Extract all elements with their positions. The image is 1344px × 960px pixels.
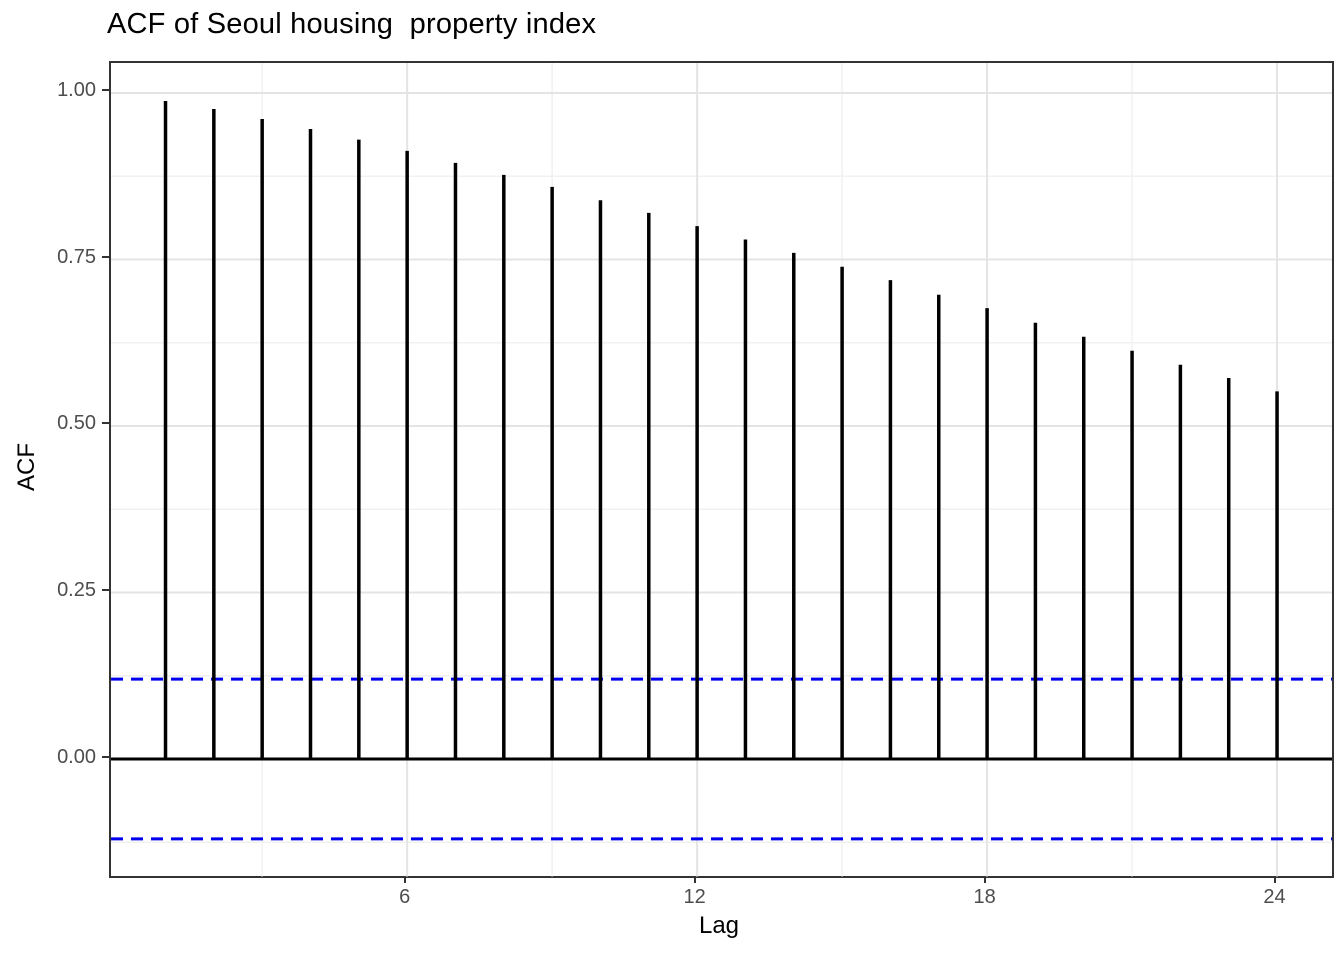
x-tick-label: 12	[683, 886, 706, 908]
y-tick-label: 1.00	[57, 79, 96, 102]
x-tick-mark	[1273, 876, 1276, 883]
x-tick-label: 6	[399, 886, 411, 908]
y-tick-mark	[101, 255, 109, 258]
x-axis-title: Lag	[698, 912, 740, 939]
y-tick-label: 0.00	[57, 745, 96, 768]
y-axis-title: ACF	[13, 443, 40, 491]
y-tick-mark	[101, 89, 109, 92]
x-tick-label: 24	[1263, 886, 1286, 908]
y-tick-label: 0.25	[57, 579, 96, 601]
y-tick-label: 0.75	[57, 245, 96, 268]
x-tick-label: 18	[973, 886, 996, 908]
y-tick-mark	[101, 422, 109, 425]
y-tick-label: 0.50	[57, 412, 96, 435]
x-tick-mark	[403, 876, 406, 883]
chart-title: ACF of Seoul housing property index	[107, 8, 597, 40]
chart-canvas	[110, 62, 1332, 876]
y-tick-mark	[101, 755, 109, 758]
y-tick-mark	[101, 589, 109, 591]
plot-panel	[108, 60, 1334, 878]
x-tick-mark	[983, 876, 986, 883]
x-tick-mark	[693, 876, 696, 883]
